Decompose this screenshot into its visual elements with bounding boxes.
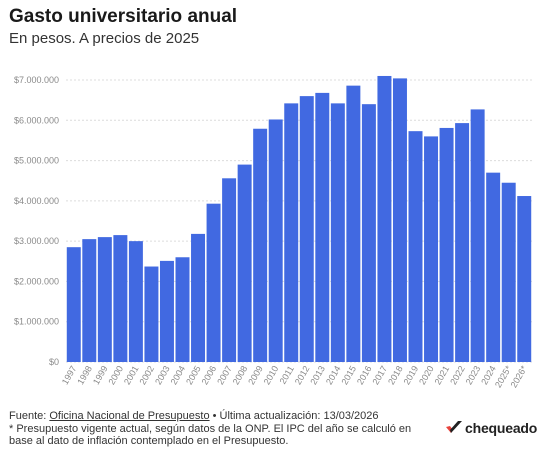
x-tick-label: 2007 (215, 364, 234, 386)
x-tick-label: 2018 (386, 364, 405, 386)
source-prefix: Fuente: (9, 410, 50, 422)
x-tick-label: 2021 (433, 364, 452, 386)
bar (439, 127, 454, 362)
bar (470, 109, 485, 362)
x-tick-label: 2023 (464, 364, 483, 386)
y-tick-label: $3.000.000 (14, 236, 59, 246)
bar (486, 172, 501, 362)
bar (144, 266, 159, 362)
x-tick-label: 2004 (169, 364, 188, 386)
y-tick-label: $1.000.000 (14, 317, 59, 327)
x-tick-label: 2015 (339, 364, 358, 386)
x-tick-label: 2008 (231, 364, 250, 386)
x-tick-label: 2006 (200, 364, 219, 386)
x-tick-label: 2010 (262, 364, 281, 386)
x-tick-label: 2013 (308, 364, 327, 386)
x-tick-label: 2003 (153, 364, 172, 386)
bar (66, 247, 81, 362)
x-tick-label: 1997 (60, 364, 79, 386)
y-tick-label: $0 (49, 357, 59, 367)
logo-wordmark: chequeado (465, 420, 538, 436)
bar (206, 203, 221, 362)
x-tick-label: 2026* (509, 364, 530, 390)
bar-chart: $0 $1.000.000 $2.000.000 $3.000.000 $4.000.0… (14, 75, 532, 390)
footnote: * Presupuesto vigente actual, según dato… (9, 422, 412, 448)
footer: Fuente: Oficina Nacional de Presupuesto … (9, 410, 434, 448)
chart-subtitle: En pesos. A precios de 2025 (9, 30, 200, 47)
bar (159, 260, 174, 362)
x-tick-label: 1998 (75, 364, 94, 386)
bar (175, 257, 190, 362)
bar (268, 119, 283, 362)
y-tick-label: $2.000.000 (14, 276, 59, 286)
bar (517, 196, 532, 362)
bar (253, 128, 268, 362)
source-suffix: • Última actualización: 13/03/2026 (209, 410, 379, 422)
y-tick-label: $7.000.000 (14, 75, 59, 85)
x-tick-label: 1999 (91, 364, 110, 386)
bar (392, 78, 407, 362)
chart-title: Gasto universitario anual (9, 6, 238, 27)
bar (361, 104, 376, 362)
bar (128, 241, 143, 362)
bar (222, 178, 237, 362)
bar (284, 103, 299, 362)
bar (377, 75, 392, 362)
bar (330, 103, 345, 362)
x-tick-label: 2019 (402, 364, 421, 386)
source-line: Fuente: Oficina Nacional de Presupuesto … (9, 410, 434, 423)
bar (501, 182, 516, 362)
bar (113, 235, 128, 362)
x-tick-label: 2005 (184, 364, 203, 386)
bar (346, 85, 361, 362)
x-tick-label: 2020 (417, 364, 436, 386)
y-tick-label: $4.000.000 (14, 196, 59, 206)
x-tick-label: 2009 (246, 364, 265, 386)
x-tick-label: 2002 (137, 364, 156, 386)
bar (97, 237, 112, 362)
bar (424, 136, 439, 362)
bar (237, 164, 252, 362)
source-link[interactable]: Oficina Nacional de Presupuesto (49, 410, 210, 422)
chequeado-check-icon (446, 421, 462, 433)
bar (315, 92, 330, 363)
y-tick-label: $5.000.000 (14, 156, 59, 166)
x-tick-label: 2022 (448, 364, 467, 386)
x-tick-label: 2016 (355, 364, 374, 386)
x-tick-label: 2000 (106, 364, 125, 386)
bar (455, 123, 470, 362)
x-tick-label: 2014 (324, 364, 343, 386)
bar (408, 131, 423, 362)
x-tick-label: 2012 (293, 364, 312, 386)
chequeado-logo[interactable]: chequeado (445, 418, 537, 438)
x-tick-label: 2017 (370, 364, 389, 386)
y-tick-label: $6.000.000 (14, 115, 59, 125)
bar (299, 96, 314, 362)
bar (191, 233, 206, 362)
x-tick-label: 2001 (122, 364, 141, 386)
bar (82, 239, 97, 362)
